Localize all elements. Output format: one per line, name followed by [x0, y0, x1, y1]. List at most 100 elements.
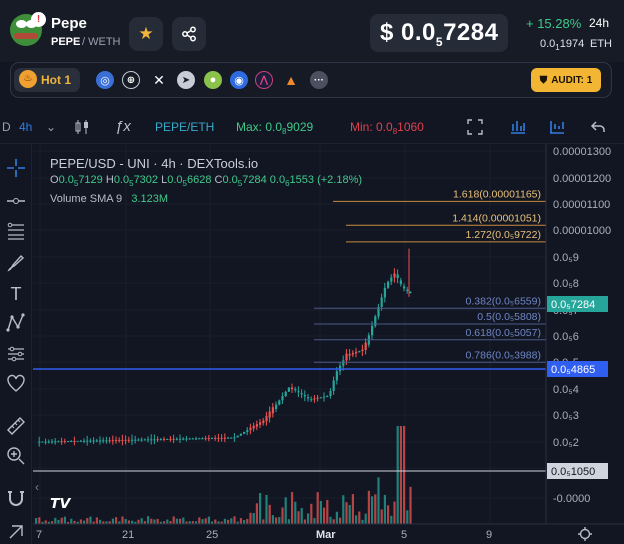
candle-body [115, 440, 118, 442]
volume-bar [188, 521, 191, 524]
telegram-icon[interactable]: ➤ [177, 71, 195, 89]
candle-body [121, 439, 124, 441]
ruler-icon[interactable] [5, 415, 27, 437]
candle-body [201, 438, 204, 440]
magnet-icon[interactable] [5, 488, 27, 510]
volume-bar [163, 521, 166, 524]
collapse-tools-icon[interactable]: ‹ [35, 480, 39, 494]
candle-body [131, 439, 134, 441]
volume-bar [307, 513, 310, 524]
volume-bar [339, 517, 342, 524]
volume-bar [259, 493, 262, 524]
lock-drawings-icon[interactable] [5, 520, 27, 542]
close-value: 0.057284 [222, 174, 266, 188]
brush-icon[interactable] [5, 252, 27, 274]
volume-bar [291, 492, 294, 524]
volume-bar [179, 518, 182, 524]
chart-toolbar [0, 112, 624, 144]
candle-body [374, 316, 377, 326]
fib-label: 0.618(0.0₅5057) [466, 327, 541, 339]
pair-quote-symbol: / WETH [82, 36, 121, 48]
volume-label: Volume SMA 9 [50, 193, 123, 205]
candle-body [172, 438, 175, 440]
chevron-down-icon[interactable]: ⌄ [46, 120, 57, 134]
volume-bar [310, 503, 313, 524]
indicators-icon[interactable]: ƒx [115, 118, 131, 135]
candle-body [92, 440, 95, 442]
candle-body [211, 438, 214, 440]
bar-chart-icon[interactable] [509, 119, 527, 135]
volume-bar [355, 515, 358, 524]
candle-body [99, 440, 102, 442]
volume-bar [131, 520, 134, 524]
coingecko-icon[interactable]: ● [204, 71, 222, 89]
chart-legend-title: PEPE/USD - UNI · 4h · DEXTools.io [50, 156, 259, 171]
change-prefix: 0.0 [269, 174, 286, 186]
max-price: Max: 0.089029 [236, 120, 313, 136]
volume-bar [140, 518, 143, 524]
pair-toggle[interactable]: PEPE/ETH [155, 120, 215, 134]
volume-bar [239, 518, 242, 524]
zoom-in-icon[interactable] [5, 445, 27, 467]
metamask-icon[interactable]: ▲ [284, 72, 298, 88]
volume-bar [150, 518, 153, 524]
interval-selector[interactable]: 4h [19, 120, 33, 134]
x-twitter-icon[interactable]: ✕ [153, 71, 165, 88]
chart-legend-volume: Volume SMA 9 3.123M [50, 193, 168, 205]
volume-bars [35, 426, 412, 524]
pattern-icon[interactable] [5, 312, 27, 334]
volume-bar [35, 518, 38, 524]
candle-body [355, 351, 358, 354]
heart-icon[interactable] [5, 373, 27, 395]
usd-price-zero-count: 5 [435, 35, 444, 49]
prediction-icon[interactable] [5, 343, 27, 365]
favorite-button[interactable]: ★ [129, 17, 163, 51]
crosshair-icon[interactable] [5, 157, 27, 179]
low-label: L [161, 174, 168, 186]
volume-bar [169, 521, 172, 524]
max-price-prefix: Max: 0.0 [236, 120, 283, 134]
candle-body [307, 397, 310, 399]
fullscreen-icon[interactable] [467, 119, 483, 135]
candle-body [294, 389, 297, 391]
volume-bar [204, 518, 207, 524]
trend-line-icon[interactable] [5, 190, 27, 212]
coinmarketcap-icon[interactable]: ◎ [96, 71, 114, 89]
volume-bar [79, 519, 82, 524]
text-tool-icon[interactable]: T [10, 283, 22, 304]
volume-bar [166, 519, 169, 524]
globe-icon[interactable]: ⊕ [122, 71, 140, 89]
volume-bar [332, 519, 335, 524]
open-digits: 7129 [78, 174, 103, 186]
candle-body [316, 397, 319, 399]
more-icon[interactable]: ··· [310, 71, 328, 89]
volume-bar [54, 517, 57, 524]
share-button[interactable] [172, 17, 206, 51]
volume-bar [73, 520, 76, 524]
dex-app-icon[interactable]: ⋀ [255, 71, 273, 89]
candle-body [195, 438, 198, 440]
shield-icon: ⛊ [539, 74, 548, 86]
volume-bar [371, 496, 374, 524]
coinmarket-app-icon[interactable]: ◉ [230, 71, 248, 89]
fib-retracement-icon[interactable] [5, 220, 27, 242]
settings-icon[interactable] [578, 527, 592, 541]
candle-type-icon[interactable] [73, 118, 91, 136]
audit-button[interactable]: ⛊ AUDIT: 1 [531, 68, 601, 92]
interval-day[interactable]: D [2, 120, 11, 134]
price-chart[interactable]: 1.618(0.00001165) 1.414(0.00001051) 1.272(… [33, 144, 624, 544]
candle-body [175, 438, 178, 440]
volume-bar [83, 520, 86, 524]
volume-bar [153, 519, 156, 524]
volume-bar [121, 516, 124, 524]
candle-body [345, 353, 348, 361]
x-tick-label: 5 [401, 529, 407, 541]
line-chart-icon[interactable] [548, 119, 566, 135]
candle-body [406, 289, 409, 291]
tradingview-logo[interactable]: 𝙏𝙑 [50, 495, 71, 511]
candle-body [134, 439, 137, 441]
x-tick-label: 9 [486, 529, 492, 541]
volume-bar [252, 513, 255, 524]
candle-body [380, 297, 383, 307]
undo-icon[interactable] [590, 120, 606, 134]
